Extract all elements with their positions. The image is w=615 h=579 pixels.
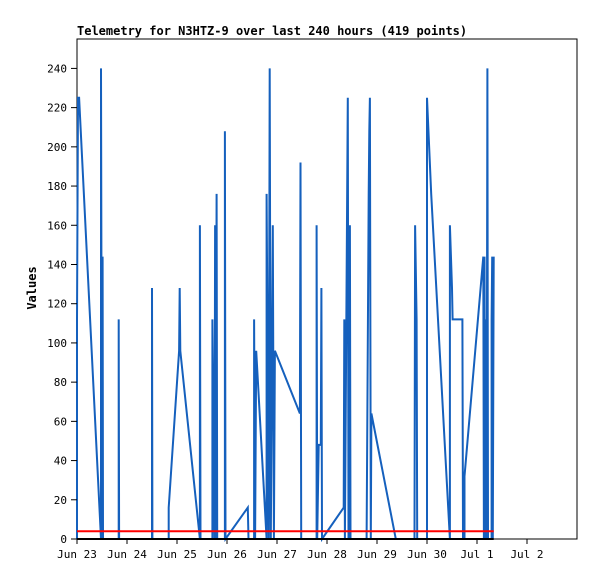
x-axis-ticks: Jun 23 Jun 24 Jun 25 Jun 26 Jun 27 Jun 28 Jun …: [57, 539, 544, 561]
y-tick-label: 240: [47, 62, 67, 75]
y-tick-label: 120: [47, 298, 67, 311]
y-tick-label: 20: [54, 494, 67, 507]
y-tick-label: 200: [47, 141, 67, 154]
y-tick-label: 180: [47, 180, 67, 193]
y-tick-label: 40: [54, 455, 67, 468]
x-tick-label: Jun 23: [57, 548, 97, 561]
x-tick-label: Jun 29: [357, 548, 397, 561]
x-tick-label: Jun 28: [307, 548, 347, 561]
y-tick-label: 100: [47, 337, 67, 350]
y-axis-label: Values: [25, 266, 39, 309]
x-tick-label: Jun 30: [407, 548, 447, 561]
y-tick-label: 140: [47, 258, 67, 271]
y-tick-label: 220: [47, 102, 67, 115]
series-layer: [76, 68, 495, 543]
y-tick-label: 80: [54, 376, 67, 389]
y-axis-ticks: 0 20 40 60 80 100 120 140 160 180 200 220 240: [47, 62, 77, 546]
y-tick-label: 60: [54, 415, 67, 428]
y-tick-label: 160: [47, 219, 67, 232]
x-tick-label: Jul 2: [510, 548, 543, 561]
y-tick-label: 0: [60, 533, 67, 546]
x-tick-label: Jun 26: [207, 548, 247, 561]
x-tick-label: Jun 24: [107, 548, 147, 561]
x-tick-label: Jun 25: [157, 548, 197, 561]
chart-title: Telemetry for N3HTZ-9 over last 240 hour…: [77, 24, 467, 38]
x-tick-label: Jul 1: [460, 548, 493, 561]
x-tick-label: Jun 27: [257, 548, 297, 561]
